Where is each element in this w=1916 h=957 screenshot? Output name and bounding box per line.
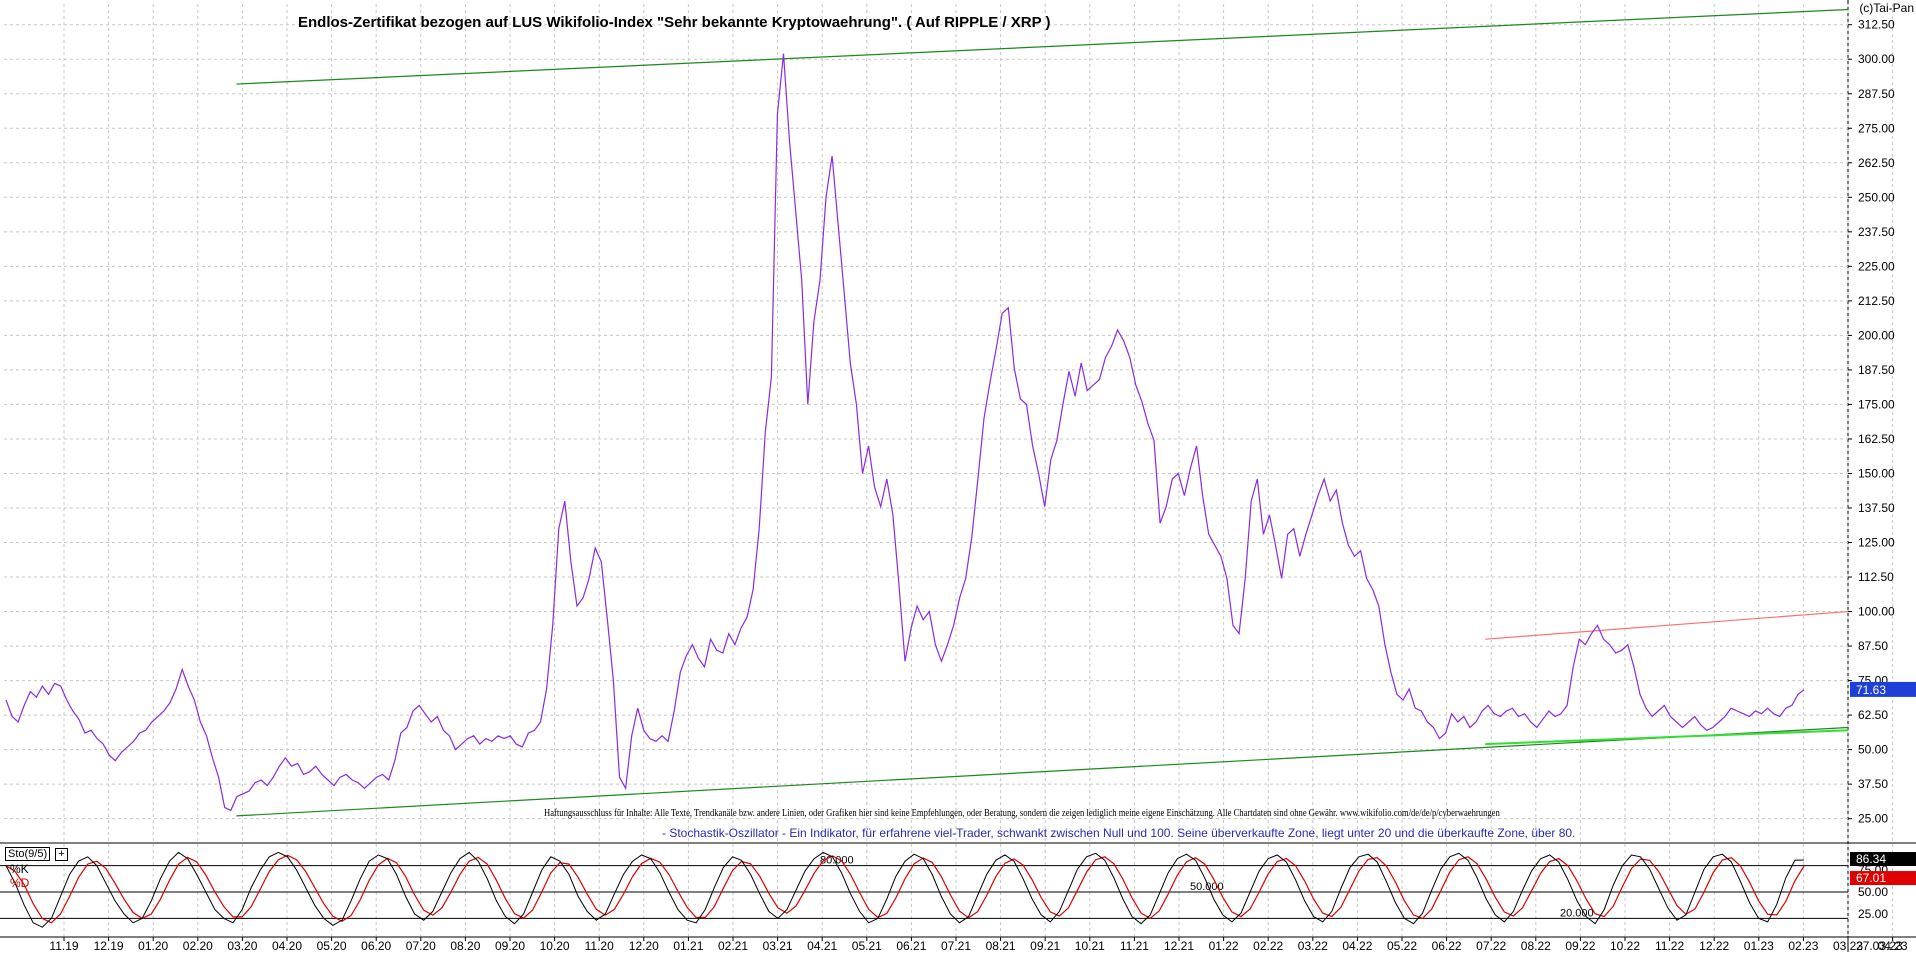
x-tick-label: 03.22 bbox=[1298, 939, 1328, 952]
y-tick-label: 200.00 bbox=[1858, 328, 1895, 342]
y-tick-label: 275.00 bbox=[1858, 121, 1895, 135]
oscillator-layer: 80.00050.00020.00075.0050.0025.0086.3467… bbox=[0, 851, 1916, 928]
x-tick-label: 06.22 bbox=[1432, 939, 1462, 952]
x-tick-label: 04.22 bbox=[1342, 939, 1372, 952]
x-tick-label: 01.22 bbox=[1209, 939, 1239, 952]
y-tick-label: 87.50 bbox=[1858, 639, 1888, 653]
x-tick-label: 04.23 bbox=[1878, 939, 1908, 952]
x-tick-label: 06.21 bbox=[896, 939, 926, 952]
osc-level-label: 20.000 bbox=[1560, 907, 1594, 919]
x-tick-label: 10.21 bbox=[1075, 939, 1105, 952]
y-tick-label: 37.50 bbox=[1858, 777, 1888, 791]
oscillator-plus-button[interactable]: + bbox=[55, 848, 68, 861]
y-tick-label: 50.00 bbox=[1858, 743, 1888, 757]
x-tick-label: 12.21 bbox=[1164, 939, 1194, 952]
k-value-label: 86.34 bbox=[1856, 852, 1886, 866]
d-value-box bbox=[1850, 871, 1916, 886]
lower-trend-line bbox=[236, 726, 1849, 817]
disclaimer-text: Haftungsausschluss für Inhalte: Alle Tex… bbox=[544, 808, 1500, 819]
x-tick-label: 02.20 bbox=[183, 939, 213, 952]
x-tick-label: 04.20 bbox=[272, 939, 302, 952]
x-tick-label: 11.21 bbox=[1120, 939, 1149, 952]
x-tick-label: 08.22 bbox=[1521, 939, 1551, 952]
x-tick-label: 12.19 bbox=[94, 939, 124, 952]
oscillator-tag[interactable]: Sto(9/5) bbox=[5, 847, 51, 861]
x-tick-label: 02.22 bbox=[1253, 939, 1283, 952]
x-tick-label: 05.20 bbox=[317, 939, 347, 952]
last-date-label: 27.03.23 bbox=[1856, 939, 1903, 952]
x-tick-label: 07.20 bbox=[406, 939, 436, 952]
x-tick-label: 07.21 bbox=[941, 939, 971, 952]
x-tick-label: 12.22 bbox=[1699, 939, 1729, 952]
x-tick-label: 01.23 bbox=[1744, 939, 1774, 952]
osc-tick-label: 50.00 bbox=[1858, 885, 1888, 899]
resistance-trend-line bbox=[1485, 610, 1849, 640]
copyright-label: (c)Tai-Pan bbox=[1859, 1, 1914, 15]
osc-tick-label: 25.00 bbox=[1858, 907, 1888, 921]
y-tick-label: 225.00 bbox=[1858, 259, 1895, 273]
x-tick-label: 08.20 bbox=[450, 939, 480, 952]
y-tick-label: 300.00 bbox=[1858, 52, 1895, 66]
y-tick-label: 125.00 bbox=[1858, 536, 1895, 550]
x-tick-label: 06.20 bbox=[361, 939, 391, 952]
osc-d-line bbox=[5, 854, 1805, 924]
x-tick-label: 09.20 bbox=[495, 939, 525, 952]
y-tick-label: 137.50 bbox=[1858, 501, 1895, 515]
x-tick-label: 03.23 bbox=[1833, 939, 1863, 952]
x-tick-label: 03.21 bbox=[763, 939, 793, 952]
axis-layer: 25.0037.5050.0062.5075.0087.50100.00112.… bbox=[49, 18, 1916, 953]
osc-level-label: 50.000 bbox=[1190, 881, 1224, 893]
x-tick-label: 01.21 bbox=[673, 939, 703, 952]
x-tick-label: 11.22 bbox=[1655, 939, 1684, 952]
x-tick-label: 08.21 bbox=[986, 939, 1016, 952]
d-line-label: %D bbox=[10, 876, 30, 890]
y-tick-label: 25.00 bbox=[1858, 812, 1888, 826]
price-layer bbox=[5, 53, 1805, 812]
x-tick-label: 01.20 bbox=[138, 939, 168, 952]
x-tick-label: 07.22 bbox=[1476, 939, 1506, 952]
support-trend-line bbox=[1485, 729, 1849, 746]
y-tick-label: 250.00 bbox=[1858, 190, 1895, 204]
d-value-label: 67.01 bbox=[1856, 871, 1886, 885]
x-tick-label: 12.20 bbox=[629, 939, 659, 952]
x-tick-label: 02.23 bbox=[1788, 939, 1818, 952]
x-tick-label: 03.20 bbox=[227, 939, 257, 952]
y-tick-label: 100.00 bbox=[1858, 605, 1895, 619]
x-tick-label: 02.21 bbox=[718, 939, 748, 952]
y-tick-label: 212.50 bbox=[1858, 294, 1895, 308]
x-tick-label: 10.22 bbox=[1610, 939, 1640, 952]
k-line-label: %K bbox=[10, 862, 29, 876]
y-tick-label: 162.50 bbox=[1858, 432, 1895, 446]
k-value-box bbox=[1850, 852, 1916, 867]
x-tick-label: 04.21 bbox=[807, 939, 837, 952]
y-tick-label: 187.50 bbox=[1858, 363, 1895, 377]
y-tick-label: 262.50 bbox=[1858, 156, 1895, 170]
last-price-label: 71.63 bbox=[1856, 683, 1886, 697]
chart-title: Endlos-Zertifikat bezogen auf LUS Wikifo… bbox=[298, 14, 1051, 31]
x-tick-label: 09.21 bbox=[1030, 939, 1060, 952]
y-tick-label: 150.00 bbox=[1858, 466, 1895, 480]
x-tick-label: 11.20 bbox=[585, 939, 614, 952]
last-price-box bbox=[1850, 681, 1916, 697]
y-tick-label: 112.50 bbox=[1858, 570, 1894, 584]
price-series-line bbox=[5, 53, 1805, 812]
y-tick-label: 287.50 bbox=[1858, 87, 1895, 101]
y-tick-label: 175.00 bbox=[1858, 397, 1895, 411]
x-tick-label: 10.20 bbox=[540, 939, 570, 952]
y-tick-label: 237.50 bbox=[1858, 225, 1895, 239]
x-tick-label: 09.22 bbox=[1565, 939, 1595, 952]
y-tick-label: 62.50 bbox=[1858, 708, 1888, 722]
x-tick-label: 05.21 bbox=[852, 939, 882, 952]
osc-k-line bbox=[5, 851, 1805, 928]
y-tick-label: 312.50 bbox=[1858, 18, 1895, 32]
trend-layer bbox=[236, 8, 1849, 817]
upper-trend-line bbox=[236, 8, 1849, 85]
x-tick-label: 11.19 bbox=[49, 939, 78, 952]
x-tick-label: 05.22 bbox=[1387, 939, 1417, 952]
oscillator-description: - Stochastik-Oszillator - Ein Indikator,… bbox=[662, 826, 1576, 840]
